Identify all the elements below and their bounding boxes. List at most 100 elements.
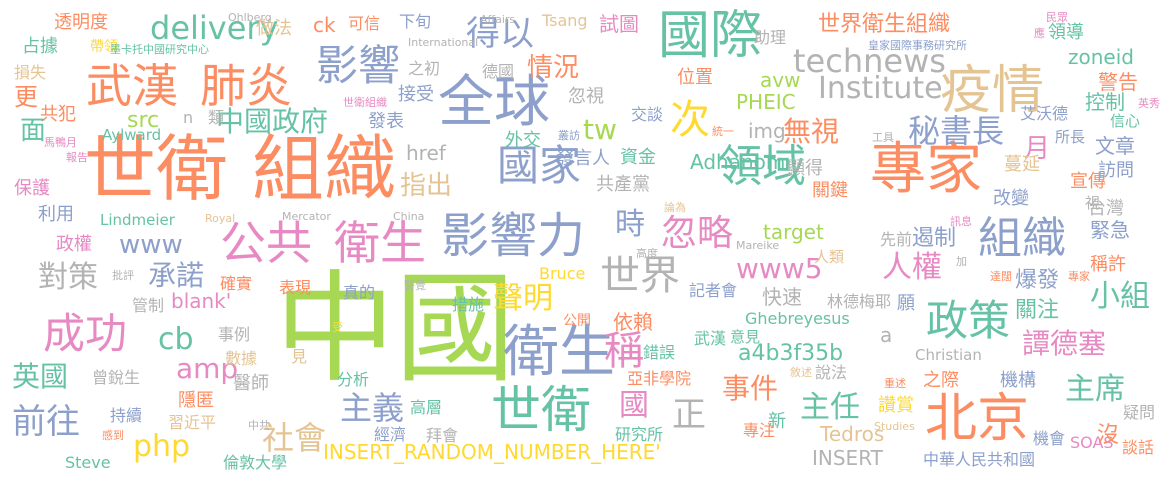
cloud-word: Adhanom bbox=[690, 150, 786, 174]
cloud-word: 秘書長 bbox=[908, 112, 1005, 150]
cloud-word: 資金 bbox=[620, 147, 656, 168]
cloud-word: 事件 bbox=[722, 372, 779, 405]
cloud-word: 公共 bbox=[220, 216, 312, 270]
cloud-word: 論為 bbox=[664, 201, 686, 214]
cloud-word: 更 bbox=[14, 83, 38, 111]
cloud-word: 讚賞 bbox=[878, 395, 914, 416]
cloud-word: 持續 bbox=[110, 406, 143, 425]
cloud-word: 數據 bbox=[225, 349, 258, 368]
cloud-word: 助理 bbox=[754, 28, 787, 47]
cloud-word: 快速 bbox=[762, 285, 802, 309]
cloud-word: 世衛 bbox=[491, 381, 591, 439]
cloud-word: 政權 bbox=[56, 234, 92, 255]
cloud-word: Tsang bbox=[542, 11, 588, 30]
cloud-word: 指出 bbox=[400, 171, 453, 201]
cloud-word: 視 bbox=[1085, 194, 1101, 212]
cloud-word: 人類 bbox=[814, 248, 845, 266]
cloud-word: INSERT bbox=[812, 446, 883, 470]
cloud-word: 武漢 bbox=[86, 59, 178, 113]
cloud-word: 亞非學院 bbox=[627, 369, 692, 388]
cloud-word: img bbox=[748, 119, 786, 143]
cloud-word: href bbox=[406, 141, 446, 165]
cloud-word: 確實 bbox=[220, 274, 253, 293]
cloud-word: 研究所 bbox=[615, 425, 664, 444]
cloud-word: Bruce bbox=[539, 264, 586, 283]
cloud-word: 沒 bbox=[1097, 423, 1120, 448]
cloud-word: 顯得 bbox=[787, 158, 823, 179]
cloud-word: 聲明 bbox=[493, 281, 553, 316]
cloud-word: Mareike bbox=[736, 239, 780, 252]
cloud-word: 事例 bbox=[218, 325, 251, 344]
cloud-word: 改變 bbox=[993, 188, 1029, 209]
cloud-word: Studies bbox=[874, 420, 915, 433]
cloud-word: 專注 bbox=[743, 421, 776, 440]
cloud-word: 忽略 bbox=[661, 213, 734, 254]
cloud-word: Affairs bbox=[480, 13, 516, 26]
cloud-word: 爆發 bbox=[1015, 268, 1060, 293]
cloud-word: 月 bbox=[1024, 134, 1051, 164]
cloud-word: 稱許 bbox=[1090, 254, 1126, 275]
cloud-word: 管制 bbox=[132, 296, 165, 315]
cloud-word: 民眾 bbox=[1046, 11, 1068, 24]
cloud-word: 衛生 bbox=[334, 216, 426, 270]
cloud-word: 中華人民共和國 bbox=[923, 450, 1036, 469]
cloud-word: 透明度 bbox=[54, 12, 108, 33]
cloud-word: INSERT_RANDOM_NUMBER_HERE' bbox=[323, 440, 661, 464]
cloud-word: blank' bbox=[171, 289, 232, 313]
cloud-word: 蔓延 bbox=[1004, 154, 1040, 175]
cloud-word: 疑問 bbox=[1123, 403, 1156, 422]
cloud-word: Institute bbox=[818, 71, 943, 106]
cloud-word: 艾沃德 bbox=[1020, 104, 1069, 123]
cloud-word: 隱匿 bbox=[178, 390, 214, 411]
cloud-word: 報告 bbox=[66, 151, 88, 164]
cloud-word: 成功 bbox=[43, 309, 128, 358]
cloud-word: cb bbox=[158, 322, 194, 357]
cloud-word: 損失 bbox=[14, 63, 47, 82]
cloud-word: 高度 bbox=[636, 247, 658, 260]
cloud-word: Ohlberg bbox=[228, 11, 272, 24]
cloud-word: 小組 bbox=[1090, 279, 1150, 314]
cloud-word: 對策 bbox=[38, 260, 98, 295]
cloud-word: 情況 bbox=[527, 53, 580, 83]
cloud-word: 見 bbox=[291, 347, 308, 366]
cloud-word: 叢訪 bbox=[558, 129, 580, 142]
cloud-word: 疫情 bbox=[940, 61, 1045, 121]
cloud-word: 人權 bbox=[882, 250, 942, 285]
cloud-word: 無視 bbox=[783, 115, 840, 148]
cloud-word: 主任 bbox=[800, 390, 860, 425]
cloud-word: 關注 bbox=[1015, 298, 1060, 323]
cloud-word: Tedros bbox=[820, 422, 885, 446]
cloud-word: 忽視 bbox=[568, 86, 604, 107]
cloud-word: 世衛組織 bbox=[343, 96, 387, 109]
cloud-word: 位置 bbox=[677, 67, 713, 88]
cloud-word: 機構 bbox=[1000, 370, 1036, 391]
cloud-word: 記者會 bbox=[689, 281, 738, 300]
cloud-word: 應 bbox=[1034, 27, 1045, 40]
cloud-word: 德國 bbox=[482, 62, 515, 81]
cloud-word: 可信 bbox=[348, 14, 381, 33]
cloud-word: n bbox=[183, 108, 194, 127]
cloud-word: International bbox=[408, 36, 479, 49]
cloud-word: 稱 bbox=[604, 328, 644, 374]
cloud-word: 專家 bbox=[1068, 270, 1090, 283]
cloud-word: 敘述 bbox=[790, 366, 812, 379]
cloud-word: 倫敦大學 bbox=[223, 453, 288, 472]
cloud-word: 醫師 bbox=[233, 373, 269, 394]
cloud-word: 訪問 bbox=[1098, 160, 1134, 181]
cloud-word: 控制 bbox=[1085, 90, 1125, 114]
cloud-word: 警告 bbox=[1098, 70, 1138, 94]
cloud-word: 全球 bbox=[438, 70, 550, 135]
cloud-word: 說法 bbox=[815, 363, 848, 382]
cloud-word: 先前 bbox=[880, 230, 913, 249]
cloud-word: 得以 bbox=[466, 14, 534, 54]
cloud-word: 接受 bbox=[398, 84, 434, 105]
cloud-word: 利用 bbox=[38, 204, 74, 225]
cloud-word: 達闊 bbox=[990, 270, 1012, 283]
cloud-word: zoneid bbox=[1068, 45, 1134, 69]
cloud-word: 承諾 bbox=[148, 259, 205, 292]
cloud-word: 譚德塞 bbox=[1022, 327, 1107, 360]
cloud-word: 高層 bbox=[410, 398, 443, 417]
cloud-word: 馬鴨月 bbox=[44, 136, 77, 149]
cloud-word: 中國 bbox=[275, 260, 515, 399]
